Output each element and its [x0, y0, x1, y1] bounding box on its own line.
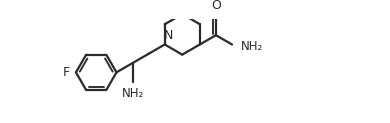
Text: O: O [211, 0, 221, 12]
Text: N: N [163, 29, 173, 42]
Text: NH₂: NH₂ [121, 87, 144, 100]
Text: NH₂: NH₂ [241, 40, 263, 53]
Text: F: F [63, 66, 70, 79]
